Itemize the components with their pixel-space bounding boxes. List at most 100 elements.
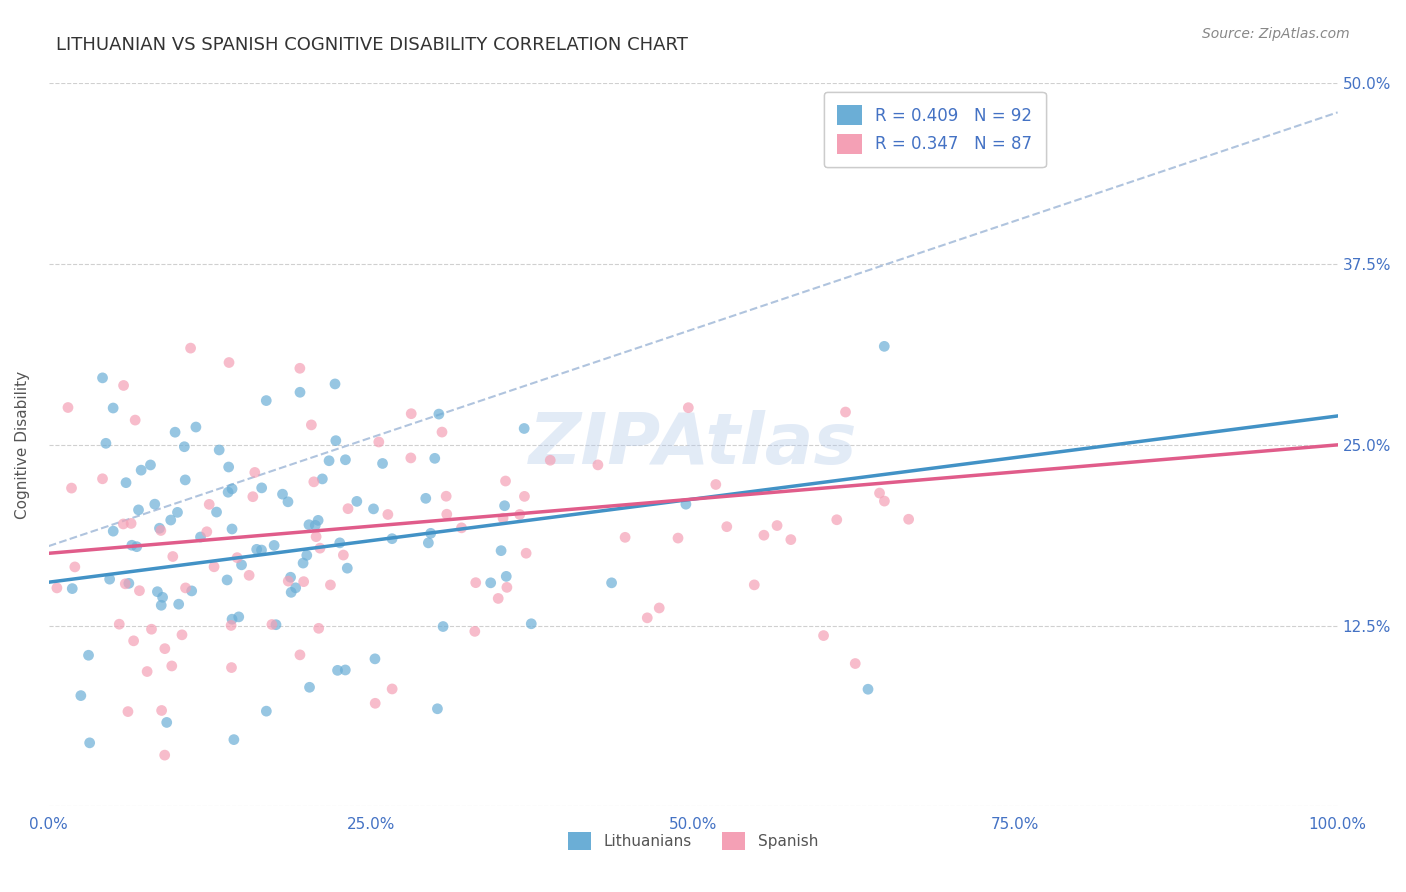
Lithuanians — [228, 610, 250, 624]
Lithuanians — [121, 538, 143, 552]
Spanish — [198, 497, 221, 511]
Spanish — [430, 425, 453, 439]
Lithuanians — [221, 612, 243, 626]
Spanish — [648, 601, 671, 615]
Lithuanians — [79, 736, 101, 750]
Lithuanians — [326, 664, 349, 678]
Lithuanians — [165, 425, 187, 440]
Spanish — [170, 628, 193, 642]
Spanish — [464, 575, 486, 590]
Lithuanians — [675, 497, 697, 511]
Spanish — [114, 576, 136, 591]
Lithuanians — [125, 540, 148, 554]
Spanish — [63, 560, 86, 574]
Lithuanians — [284, 581, 307, 595]
Lithuanians — [222, 732, 245, 747]
Spanish — [509, 508, 531, 522]
Spanish — [141, 622, 163, 636]
Spanish — [305, 530, 328, 544]
Lithuanians — [217, 573, 239, 587]
Lithuanians — [298, 517, 321, 532]
Lithuanians — [292, 556, 315, 570]
Lithuanians — [873, 339, 896, 353]
Lithuanians — [128, 503, 150, 517]
Spanish — [666, 531, 689, 545]
Text: ZIPAtlas: ZIPAtlas — [529, 410, 858, 479]
Y-axis label: Cognitive Disability: Cognitive Disability — [15, 371, 30, 519]
Spanish — [486, 591, 509, 606]
Spanish — [150, 704, 173, 718]
Lithuanians — [479, 575, 502, 590]
Spanish — [108, 617, 131, 632]
Spanish — [515, 546, 537, 560]
Lithuanians — [415, 491, 437, 506]
Spanish — [180, 341, 202, 355]
Spanish — [704, 477, 727, 491]
Lithuanians — [208, 442, 231, 457]
Spanish — [752, 528, 775, 542]
Spanish — [260, 617, 283, 632]
Spanish — [436, 507, 458, 521]
Lithuanians — [427, 407, 450, 421]
Lithuanians — [190, 530, 212, 544]
Lithuanians — [335, 452, 357, 467]
Text: Source: ZipAtlas.com: Source: ZipAtlas.com — [1202, 27, 1350, 41]
Spanish — [242, 490, 264, 504]
Spanish — [309, 541, 332, 556]
Lithuanians — [143, 497, 166, 511]
Spanish — [897, 512, 920, 526]
Spanish — [538, 453, 561, 467]
Lithuanians — [159, 513, 181, 527]
Spanish — [399, 450, 422, 465]
Spanish — [221, 660, 243, 674]
Spanish — [492, 511, 515, 525]
Spanish — [136, 665, 159, 679]
Spanish — [122, 633, 145, 648]
Spanish — [153, 641, 176, 656]
Spanish — [112, 516, 135, 531]
Lithuanians — [489, 543, 512, 558]
Spanish — [195, 524, 218, 539]
Spanish — [112, 378, 135, 392]
Lithuanians — [419, 526, 441, 541]
Spanish — [202, 559, 225, 574]
Lithuanians — [271, 487, 294, 501]
Lithuanians — [329, 536, 352, 550]
Spanish — [377, 508, 399, 522]
Lithuanians — [423, 451, 446, 466]
Spanish — [766, 518, 789, 533]
Spanish — [299, 417, 322, 432]
Lithuanians — [148, 521, 170, 535]
Lithuanians — [364, 652, 387, 666]
Spanish — [288, 648, 311, 662]
Lithuanians — [346, 494, 368, 508]
Spanish — [153, 748, 176, 763]
Spanish — [160, 659, 183, 673]
Lithuanians — [432, 619, 454, 633]
Spanish — [399, 407, 422, 421]
Spanish — [678, 401, 700, 415]
Lithuanians — [174, 473, 197, 487]
Lithuanians — [264, 617, 287, 632]
Spanish — [91, 472, 114, 486]
Lithuanians — [91, 371, 114, 385]
Lithuanians — [280, 570, 302, 584]
Spanish — [636, 611, 658, 625]
Spanish — [614, 530, 637, 544]
Lithuanians — [139, 458, 162, 472]
Spanish — [586, 458, 609, 472]
Lithuanians — [426, 702, 449, 716]
Lithuanians — [336, 561, 359, 575]
Spanish — [219, 618, 242, 632]
Spanish — [844, 657, 866, 671]
Spanish — [364, 696, 387, 710]
Lithuanians — [295, 549, 318, 563]
Spanish — [238, 568, 260, 582]
Lithuanians — [101, 401, 124, 415]
Lithuanians — [94, 436, 117, 450]
Spanish — [117, 705, 139, 719]
Lithuanians — [221, 522, 243, 536]
Lithuanians — [513, 421, 536, 435]
Lithuanians — [263, 538, 285, 552]
Lithuanians — [323, 376, 346, 391]
